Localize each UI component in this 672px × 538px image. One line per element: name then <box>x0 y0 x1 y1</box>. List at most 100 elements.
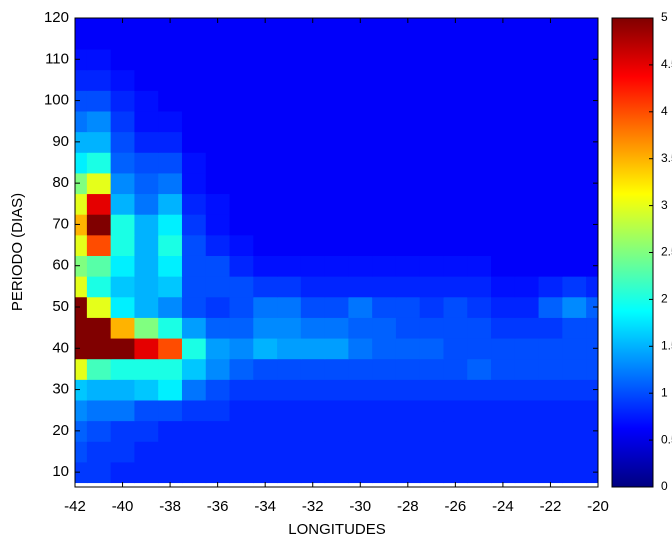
heatmap-cell <box>158 255 183 277</box>
heatmap-cell <box>491 172 516 195</box>
heatmap-cell <box>467 110 492 133</box>
heatmap-cell <box>134 214 159 236</box>
heatmap-cell <box>158 276 183 298</box>
heatmap-cell <box>110 214 136 236</box>
heatmap-cell <box>229 337 254 360</box>
heatmap-cell <box>158 152 183 174</box>
heatmap-cell <box>467 399 492 422</box>
heatmap-cell <box>229 379 254 401</box>
y-tick-label: 120 <box>44 9 69 26</box>
heatmap-cell <box>134 379 159 401</box>
heatmap-cell <box>372 358 397 380</box>
heatmap-cell <box>372 28 397 50</box>
heatmap-cell <box>586 28 598 50</box>
heatmap-cell <box>372 379 397 401</box>
heatmap-cell <box>229 18 254 29</box>
heatmap-cell <box>229 90 254 112</box>
x-tick-label: -24 <box>492 498 514 515</box>
heatmap-cell <box>277 28 302 50</box>
heatmap-cell <box>110 234 136 256</box>
heatmap-cell <box>158 28 183 50</box>
heatmap-cell <box>395 48 421 71</box>
heatmap-cell <box>538 441 563 463</box>
heatmap-cell <box>300 28 326 50</box>
heatmap-cell <box>586 337 598 360</box>
heatmap-cell <box>110 461 136 484</box>
heatmap-cell <box>181 296 207 318</box>
heatmap-cell <box>181 399 207 422</box>
x-tick-label: -28 <box>397 498 419 515</box>
heatmap-cell <box>158 379 183 401</box>
heatmap-cell <box>205 461 231 484</box>
heatmap-cell <box>324 48 349 71</box>
heatmap-cell <box>348 337 373 360</box>
heatmap-cell <box>277 193 302 215</box>
heatmap-cell <box>205 110 231 133</box>
heatmap-cell <box>538 255 563 277</box>
heatmap-cell <box>158 337 183 360</box>
heatmap-cell <box>562 337 587 360</box>
heatmap-cell <box>514 296 540 318</box>
heatmap-cell <box>348 110 373 133</box>
heatmap-cell <box>277 18 302 29</box>
heatmap-cell <box>75 296 88 318</box>
heatmap-cell <box>372 234 397 256</box>
y-tick-label: 50 <box>52 298 69 315</box>
heatmap-cell <box>134 48 159 71</box>
heatmap-cell <box>277 48 302 71</box>
heatmap-cell <box>538 131 563 153</box>
heatmap-cell <box>419 69 445 91</box>
heatmap-cell <box>419 131 445 153</box>
heatmap-cell <box>277 420 302 442</box>
heatmap-cell <box>562 172 587 195</box>
heatmap-cell <box>253 69 278 91</box>
heatmap-cell <box>372 48 397 71</box>
heatmap-cell <box>562 441 587 463</box>
heatmap-cell <box>205 420 231 442</box>
heatmap-cell <box>514 420 540 442</box>
heatmap-cell <box>586 358 598 380</box>
heatmap-cell <box>324 317 349 339</box>
heatmap-cell <box>324 296 349 318</box>
heatmap-cell <box>491 358 516 380</box>
heatmap-cell <box>75 18 88 29</box>
heatmap-cell <box>395 379 421 401</box>
heatmap-cell <box>538 48 563 71</box>
heatmap-cell <box>395 317 421 339</box>
heatmap-cell <box>467 296 492 318</box>
heatmap-cell <box>586 420 598 442</box>
heatmap-cell <box>110 69 136 91</box>
heatmap-cell <box>300 152 326 174</box>
heatmap-cell <box>538 276 563 298</box>
heatmap-cell <box>538 214 563 236</box>
heatmap-cell <box>181 131 207 153</box>
heatmap-cell <box>324 276 349 298</box>
heatmap-cell <box>324 255 349 277</box>
heatmap-cell <box>134 69 159 91</box>
heatmap-cell <box>372 255 397 277</box>
heatmap-cell <box>75 193 88 215</box>
heatmap-cell <box>134 110 159 133</box>
heatmap-cell <box>348 69 373 91</box>
heatmap-cell <box>514 379 540 401</box>
heatmap-cell <box>443 48 468 71</box>
heatmap-cell <box>538 234 563 256</box>
heatmap-cell <box>395 441 421 463</box>
heatmap-cell <box>443 152 468 174</box>
y-tick-label: 20 <box>52 422 69 439</box>
heatmap-cell <box>491 276 516 298</box>
heatmap-cell <box>300 379 326 401</box>
heatmap-cell <box>205 214 231 236</box>
heatmap-cell <box>419 110 445 133</box>
heatmap-cell <box>467 172 492 195</box>
heatmap-cell <box>419 172 445 195</box>
heatmap-cell <box>253 296 278 318</box>
heatmap-cell <box>229 255 254 277</box>
heatmap-cell <box>158 317 183 339</box>
heatmap-cell <box>253 358 278 380</box>
heatmap-cell <box>86 255 112 277</box>
heatmap-cell <box>324 441 349 463</box>
heatmap-cell <box>372 461 397 484</box>
heatmap-cell <box>86 399 112 422</box>
heatmap-cell <box>229 214 254 236</box>
